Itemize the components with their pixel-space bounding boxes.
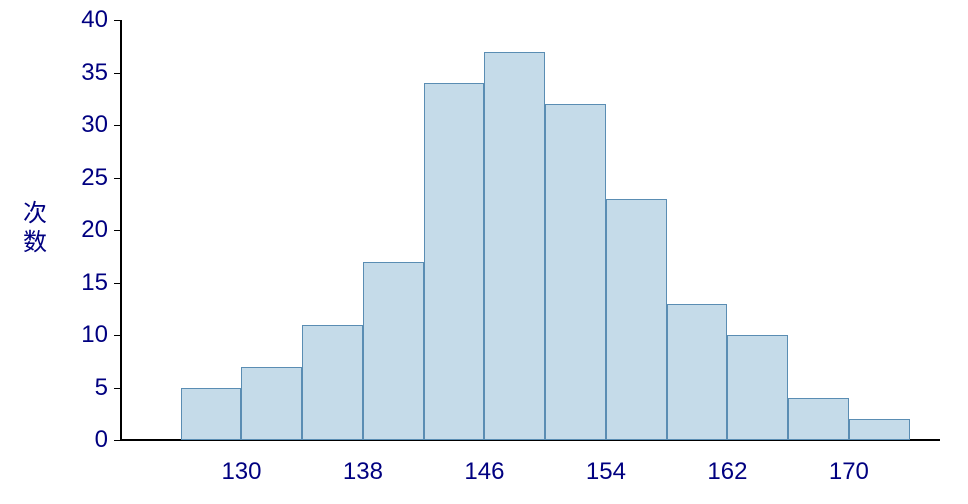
x-tick-label: 154 — [586, 460, 626, 484]
histogram-bar — [484, 52, 545, 441]
histogram-bar — [667, 304, 728, 441]
y-tick-label: 15 — [68, 271, 108, 295]
histogram-bar — [181, 388, 242, 441]
histogram-bar — [302, 325, 363, 441]
y-tick-mark — [114, 230, 120, 231]
y-tick-label: 20 — [68, 218, 108, 242]
histogram-bar — [727, 335, 788, 440]
y-tick-label: 25 — [68, 166, 108, 190]
y-axis-label: 次数 — [20, 200, 50, 258]
y-tick-mark — [114, 125, 120, 126]
histogram-bar — [424, 83, 485, 440]
x-tick-label: 162 — [707, 460, 747, 484]
y-tick-mark — [114, 283, 120, 284]
x-tick-label: 138 — [343, 460, 383, 484]
y-tick-mark — [114, 335, 120, 336]
histogram-bar — [241, 367, 302, 441]
y-tick-label: 35 — [68, 61, 108, 85]
y-tick-label: 40 — [68, 8, 108, 32]
x-tick-label: 130 — [221, 460, 261, 484]
histogram-bar — [363, 262, 424, 441]
y-tick-mark — [114, 73, 120, 74]
y-tick-mark — [114, 20, 120, 21]
histogram-bar — [788, 398, 849, 440]
y-axis — [120, 20, 122, 440]
y-tick-label: 30 — [68, 113, 108, 137]
y-tick-label: 0 — [68, 428, 108, 452]
y-tick-label: 10 — [68, 323, 108, 347]
histogram-chart: 次数 0 5 10 15 20 25 30 35 40 130 138 146 154 162 170 — [0, 0, 968, 504]
y-tick-label: 5 — [68, 376, 108, 400]
y-tick-mark — [114, 178, 120, 179]
y-tick-mark — [114, 440, 120, 441]
histogram-bar — [606, 199, 667, 441]
histogram-bar — [545, 104, 606, 440]
y-tick-mark — [114, 388, 120, 389]
x-tick-label: 170 — [829, 460, 869, 484]
plot-area — [120, 20, 940, 440]
x-tick-label: 146 — [464, 460, 504, 484]
histogram-bar — [849, 419, 910, 440]
